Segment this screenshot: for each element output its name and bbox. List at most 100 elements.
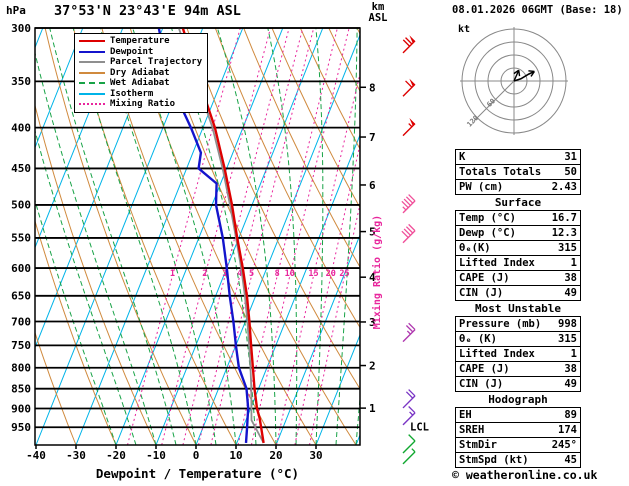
temperature-tick-label: -20 <box>106 449 126 462</box>
temperature-curve <box>181 28 265 444</box>
wind-barb <box>401 223 416 244</box>
legend-line-sample <box>79 50 105 53</box>
index-label: StmDir <box>459 439 497 451</box>
pressure-unit-label: hPa <box>6 4 26 17</box>
hodograph-unit-label: kt <box>458 24 471 35</box>
altitude-unit-km: km <box>371 1 385 13</box>
index-value: 1 <box>570 348 577 360</box>
station-title: 37°53'N 23°43'E 94m ASL <box>54 3 241 19</box>
wind-barb <box>402 35 416 54</box>
background-lines <box>35 28 360 445</box>
index-value: 12.3 <box>551 227 577 239</box>
temperature-tick-label: 0 <box>193 449 200 462</box>
temperature-tick-label: -10 <box>146 449 166 462</box>
index-row: EH 89 <box>456 408 580 422</box>
wind-barb <box>402 434 416 454</box>
km-tick-label: 7 <box>369 131 376 144</box>
index-row: Lifted Index 1 <box>456 255 580 270</box>
index-value: 89 <box>564 409 577 421</box>
wind-barb <box>402 448 416 465</box>
index-label: CAPE (J) <box>459 363 510 375</box>
index-label: Totals Totals <box>459 166 542 178</box>
temperature-tick-label: -30 <box>66 449 86 462</box>
mixing-ratio-value: 8 <box>275 269 280 279</box>
legend-line-sample <box>79 61 105 64</box>
mixing-ratio-labels: 1 2 3 4 5 8 10 15 20 25 <box>170 269 350 279</box>
index-label: EH <box>459 409 472 421</box>
altitude-unit-label: km ASL <box>358 2 398 24</box>
mixing-ratio-value: 10 <box>285 269 295 279</box>
index-row: StmSpd (kt) 45 <box>456 452 580 467</box>
index-row: Pressure (mb) 998 <box>456 317 580 331</box>
indices-table: Temp (°C) 16.7 Dewp (°C) 12.3 θₑ(K) 315 Lifted… <box>455 210 581 301</box>
index-label: CAPE (J) <box>459 272 510 284</box>
km-axis: 1 2 3 4 5 6 7 8 <box>360 81 376 415</box>
mixing-ratio-value: 20 <box>326 269 336 279</box>
index-row: Totals Totals 50 <box>456 164 580 179</box>
hodograph-ring-label: 120 <box>466 114 481 129</box>
index-label: θₑ (K) <box>459 333 497 345</box>
index-row: CAPE (J) 38 <box>456 270 580 285</box>
temperature-axis: -40 -30 -20 -10 0 10 20 30 <box>26 445 323 462</box>
legend-item: Isotherm <box>79 89 202 100</box>
index-row: θₑ(K) 315 <box>456 240 580 255</box>
pressure-tick-label: 900 <box>11 402 31 415</box>
indices-panel: K 31 Totals Totals 50 PW (cm) 2.43 Surface Temp… <box>455 149 581 468</box>
km-tick-label: 6 <box>369 179 376 192</box>
index-value: 45 <box>564 454 577 466</box>
index-row: K 31 <box>456 150 580 164</box>
mixing-ratio-value: 3 <box>222 269 227 279</box>
index-value: 38 <box>564 272 577 284</box>
indices-table: K 31 Totals Totals 50 PW (cm) 2.43 <box>455 149 581 195</box>
pressure-tick-label: 600 <box>11 262 31 275</box>
index-row: Lifted Index 1 <box>456 346 580 361</box>
legend-item: Parcel Trajectory <box>79 57 202 68</box>
km-tick-label: 3 <box>369 316 376 329</box>
sounding-profiles <box>157 28 265 444</box>
index-label: Pressure (mb) <box>459 318 542 330</box>
legend-label: Dewpoint <box>110 46 154 57</box>
hodograph-ring <box>461 28 567 134</box>
pressure-tick-label: 650 <box>11 290 31 303</box>
mixing-ratio-value: 5 <box>249 269 254 279</box>
wind-barb <box>402 78 416 97</box>
legend-label: Parcel Trajectory <box>110 57 203 68</box>
hodograph-plot: 60 120 <box>460 27 568 135</box>
legend-item: Dry Adiabat <box>79 68 202 79</box>
pressure-tick-label: 850 <box>11 383 31 396</box>
index-value: 315 <box>558 242 577 254</box>
legend-line-sample <box>79 103 105 106</box>
index-label: CIN (J) <box>459 287 504 299</box>
section-title: Surface <box>494 196 542 209</box>
plot-frame <box>34 27 361 446</box>
index-row: CIN (J) 49 <box>456 285 580 300</box>
wind-barb <box>402 389 416 409</box>
pressure-tick-label: 300 <box>11 22 31 35</box>
pressure-tick-label: 750 <box>11 339 31 352</box>
legend-line-sample <box>79 92 105 95</box>
pressure-tick-label: 800 <box>11 362 31 375</box>
pressure-tick-label: 950 <box>11 421 31 434</box>
mixing-ratio-value: 15 <box>308 269 318 279</box>
legend-item: Mixing Ratio <box>79 99 202 110</box>
index-label: CIN (J) <box>459 378 504 390</box>
index-label: Temp (°C) <box>459 212 516 224</box>
hodograph-ring <box>487 54 541 108</box>
wind-barb <box>401 194 416 214</box>
legend-label: Mixing Ratio <box>110 99 176 110</box>
hodograph: 60 120 <box>452 20 580 142</box>
index-label: Lifted Index <box>459 257 535 269</box>
datetime-label: 08.01.2026 06GMT (Base: 18) <box>452 4 623 16</box>
temperature-tick-label: 20 <box>269 449 282 462</box>
x-axis-title: Dewpoint / Temperature (°C) <box>95 466 300 481</box>
index-value: 174 <box>558 424 577 436</box>
wind-barb <box>402 406 416 426</box>
index-value: 315 <box>558 333 577 345</box>
hodograph-ring-label: 60 <box>485 97 497 109</box>
legend-line-sample <box>79 82 105 85</box>
section-title: Most Unstable <box>474 302 562 315</box>
index-row: Dewp (°C) 12.3 <box>456 225 580 240</box>
mixing-ratio-value: 4 <box>237 269 242 279</box>
hodograph-trace <box>513 70 535 82</box>
altitude-unit-asl: ASL <box>368 12 388 24</box>
